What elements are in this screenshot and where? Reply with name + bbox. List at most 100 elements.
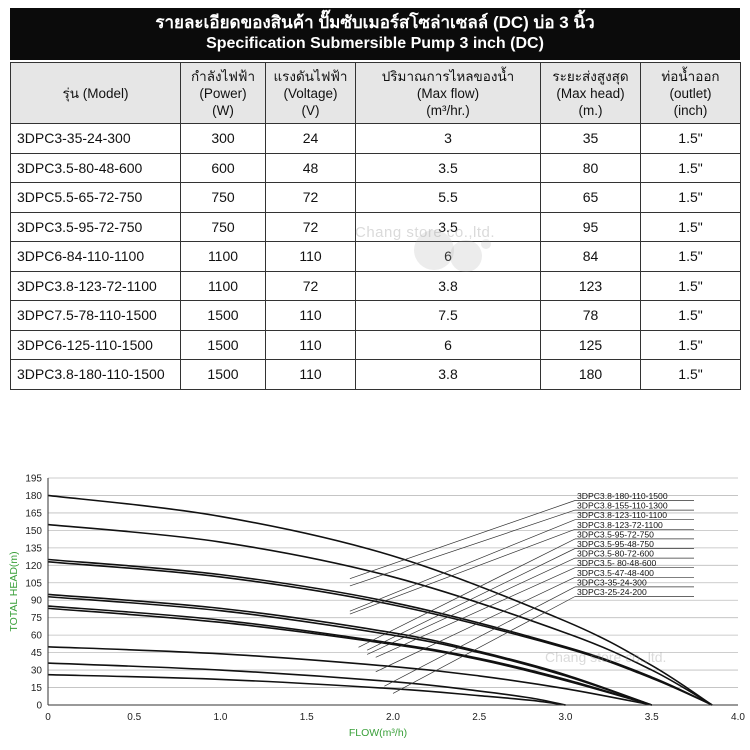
cell-outlet: 1.5" [640,152,741,183]
cell-outlet: 1.5" [640,123,741,154]
cell-voltage: 110 [265,359,356,390]
x-axis-label: FLOW(m³/h) [349,727,407,739]
table-row: 3DPC5.5-65-72-750 750 72 5.5 65 1.5" [10,182,741,213]
cell-max-flow: 3.8 [355,270,541,301]
legend-entry: 3DPC3.5-47-48-400 [577,568,654,578]
cell-max-head: 95 [540,211,641,242]
y-tick-label: 180 [25,491,42,502]
legend-leader-line [375,576,576,673]
legend-entry: 3DPC3-25-24-200 [577,587,647,597]
title-thai: รายละเอียดของสินค้า ปั๊มซับเมอร์สโซล่าเซ… [155,13,595,32]
legend-leader-line [392,596,576,694]
legend-leader-line [366,548,576,651]
cell-power: 1500 [180,300,266,331]
cell-outlet: 1.5" [640,300,741,331]
cell-max-head: 180 [540,359,641,390]
cell-max-flow: 3.5 [355,152,541,183]
y-tick-label: 195 [25,474,42,485]
axis-ticks: 0 15 30 45 60 75 90 105 120 135 150 165 180 195 0 0.5 1.… [25,474,745,724]
series-line [47,607,652,706]
cell-power: 1100 [180,270,266,301]
cell-voltage: 110 [265,329,356,360]
legend-leader-line [384,586,576,687]
cell-voltage: 48 [265,152,356,183]
table-row: 3DPC3.8-123-72-1100 1100 72 3.8 123 1.5" [10,270,741,301]
table-row: 3DPC3-35-24-300 300 24 3 35 1.5" [10,123,741,154]
legend-leader-line [375,567,576,658]
title-english: Specification Submersible Pump 3 inch (D… [206,35,544,52]
cell-max-flow: 6 [355,241,541,272]
cell-max-head: 80 [540,152,641,183]
legend-leader-line [349,528,576,615]
legend-entry: 3DPC3-35-24-300 [577,577,647,587]
cell-outlet: 1.5" [640,211,741,242]
cell-max-head: 35 [540,123,641,154]
legend-entry: 3DPC3.5-80-72-600 [577,549,654,559]
header-max-flow: ปริมาณการไหลของน้ำ (Max flow) (m³/hr.) [355,62,541,124]
header-voltage: แรงดันไฟฟ้า (Voltage) (V) [265,62,356,124]
series-line [47,494,713,706]
table-row: 3DPC3.5-80-48-600 600 48 3.5 80 1.5" [10,152,741,183]
cell-voltage: 72 [265,211,356,242]
cell-power: 1500 [180,329,266,360]
cell-model: 3DPC6-84-110-1100 [10,241,181,272]
y-tick-label: 165 [25,508,42,519]
spec-table: รุ่น (Model) กำลังไฟฟ้า (Power) (W) แรงดัน… [10,62,741,390]
cell-power: 750 [180,182,266,213]
cell-outlet: 1.5" [640,359,741,390]
cell-max-flow: 3 [355,123,541,154]
x-tick-label: 2.5 [472,712,486,723]
legend-entry: 3DPC3.5-95-48-750 [577,539,654,549]
series-line [47,645,652,706]
page-header: รายละเอียดของสินค้า ปั๊มซับเมอร์สโซล่าเซ… [10,8,740,60]
table-row: 3DPC6-84-110-1100 1100 110 6 84 1.5" [10,241,741,272]
legend-entry: 3DPC3.8-155-110-1300 [577,501,668,511]
y-tick-label: 45 [31,648,43,659]
y-tick-label: 75 [31,613,43,624]
cell-voltage: 72 [265,270,356,301]
y-tick-label: 120 [25,561,42,572]
legend-leader-line [349,509,576,587]
y-axis-label: TOTAL HEAD(m) [8,551,20,631]
cell-max-head: 123 [540,270,641,301]
cell-max-head: 78 [540,300,641,331]
legend-leader-line [349,500,576,580]
series-line [47,673,566,706]
y-tick-label: 30 [31,666,43,677]
x-tick-label: 0.5 [127,712,141,723]
cell-voltage: 110 [265,300,356,331]
legend-entry: 3DPC3.8-180-110-1500 [577,491,668,501]
table-row: 3DPC7.5-78-110-1500 1500 110 7.5 78 1.5" [10,300,741,331]
header-model: รุ่น (Model) [10,62,181,124]
x-tick-label: 1.5 [300,712,314,723]
header-power: กำลังไฟฟ้า (Power) (W) [180,62,266,124]
series-line [47,558,713,706]
cell-power: 750 [180,211,266,242]
cell-model: 3DPC5.5-65-72-750 [10,182,181,213]
cell-voltage: 72 [265,182,356,213]
cell-power: 300 [180,123,266,154]
y-tick-label: 60 [31,631,43,642]
cell-model: 3DPC3-35-24-300 [10,123,181,154]
legend-entry: 3DPC3.5-95-72-750 [577,529,654,539]
cell-outlet: 1.5" [640,270,741,301]
y-tick-label: 0 [36,701,42,712]
x-tick-label: 3.0 [559,712,573,723]
legend-entry: 3DPC3.8-123-72-1100 [577,520,663,530]
cell-model: 3DPC7.5-78-110-1500 [10,300,181,331]
cell-model: 3DPC3.5-95-72-750 [10,211,181,242]
table-row: 3DPC3.8-180-110-1500 1500 110 3.8 180 1.5" [10,359,741,390]
cell-max-flow: 3.5 [355,211,541,242]
series-line [47,561,713,706]
cell-model: 3DPC3.5-80-48-600 [10,152,181,183]
cell-model: 3DPC3.8-123-72-1100 [10,270,181,301]
cell-power: 600 [180,152,266,183]
table-row: 3DPC3.5-95-72-750 750 72 3.5 95 1.5" [10,211,741,242]
pump-curve-chart: 0 15 30 45 60 75 90 105 120 135 150 165 180 195 0 0.5 1.… [8,474,745,740]
y-tick-label: 150 [25,526,42,537]
table-row: 3DPC6-125-110-1500 1500 110 6 125 1.5" [10,329,741,360]
legend-leader-line [366,557,576,655]
cell-outlet: 1.5" [640,329,741,360]
y-tick-label: 135 [25,543,42,554]
cell-power: 1100 [180,241,266,272]
